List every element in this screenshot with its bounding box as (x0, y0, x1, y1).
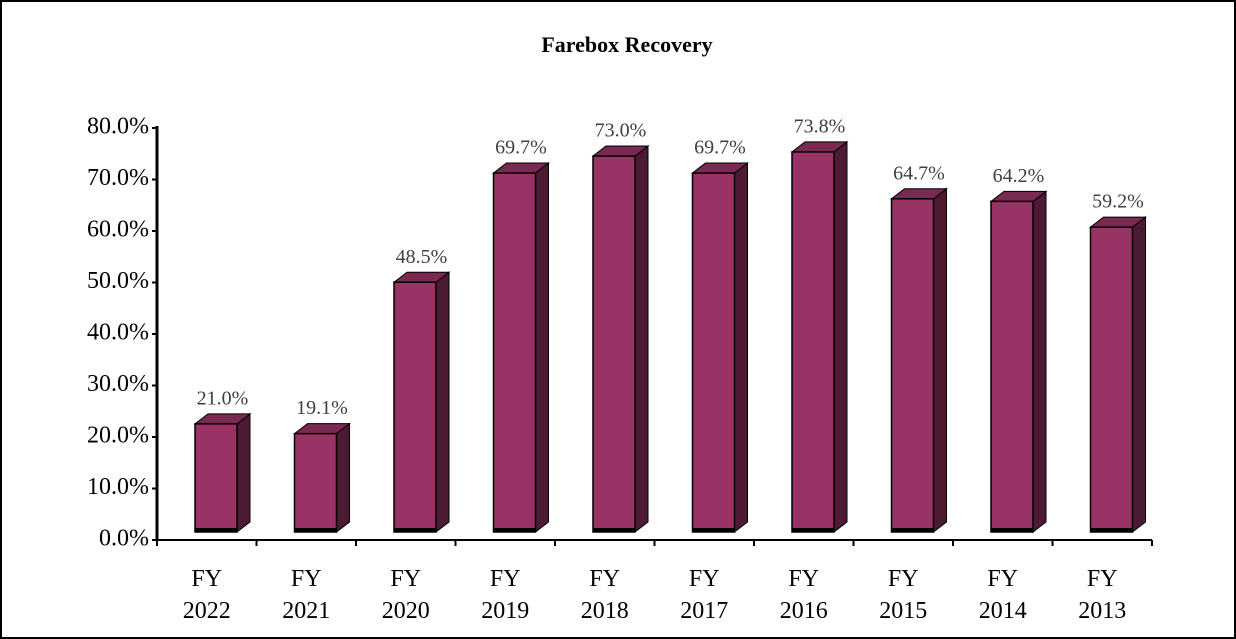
bar-side (1132, 216, 1146, 534)
bar-front (791, 151, 835, 533)
y-tick-label: 20.0% (87, 423, 149, 449)
y-tick-label: 60.0% (87, 217, 149, 243)
value-label: 69.7% (694, 137, 746, 159)
x-tick-label: FY 2019 (481, 566, 529, 624)
value-label: 64.7% (893, 162, 945, 184)
bar-front (393, 281, 437, 533)
bar-front (990, 200, 1034, 533)
value-label: 69.7% (495, 137, 547, 159)
x-tick-label: FY 2020 (382, 566, 430, 624)
bar-base (891, 528, 934, 532)
chart-title: Farebox Recovery (541, 32, 712, 57)
bar-side (336, 422, 350, 534)
bar-front (492, 172, 537, 533)
bar (691, 162, 749, 534)
bar-base (991, 528, 1033, 532)
bar-side (236, 412, 251, 534)
x-tick-label: FY 2018 (581, 566, 629, 624)
x-tick-label: FY 2014 (979, 566, 1027, 624)
value-label: 19.1% (296, 397, 348, 419)
y-tick-label: 40.0% (87, 320, 149, 346)
value-label: 59.2% (1092, 191, 1144, 213)
bar-base (394, 528, 436, 532)
y-tick-label: 30.0% (87, 371, 149, 397)
bar (492, 162, 550, 534)
bar-front (293, 432, 338, 533)
bar-base (1090, 528, 1133, 532)
bar-side (634, 145, 649, 534)
bar (193, 412, 252, 534)
bar-front (890, 198, 935, 533)
bar (989, 190, 1048, 534)
value-label: 48.5% (396, 246, 448, 268)
bar-base (593, 528, 635, 532)
value-label: 73.8% (794, 116, 846, 138)
y-tick-label: 10.0% (87, 474, 149, 500)
bar (392, 271, 451, 534)
bar-front (194, 423, 238, 533)
x-tick-label: FY 2022 (183, 566, 231, 624)
x-tick-label: FY 2017 (680, 566, 728, 624)
bar-base (195, 528, 237, 532)
bar-side (435, 271, 450, 534)
value-label: 21.0% (197, 387, 249, 409)
bar-side (1032, 190, 1047, 534)
x-tick-label: FY 2016 (780, 566, 828, 624)
bar-front (691, 172, 736, 533)
bar-side (734, 162, 748, 534)
y-tick-label: 80.0% (87, 114, 149, 140)
bar (293, 422, 351, 534)
bar (591, 145, 650, 534)
bar-side (535, 162, 549, 534)
value-label: 64.2% (993, 165, 1045, 187)
x-tick-label: FY 2015 (879, 566, 927, 624)
y-tick-label: 50.0% (87, 268, 149, 294)
x-tick-label: FY 2021 (282, 566, 330, 624)
bar-base (792, 528, 834, 532)
y-tick-label: 0.0% (99, 526, 149, 552)
y-tick-label: 70.0% (87, 165, 149, 191)
bar-base (692, 528, 735, 532)
value-label: 73.0% (595, 120, 647, 142)
bar-side (933, 187, 947, 534)
bar (790, 140, 849, 534)
bar-base (493, 528, 536, 532)
bar (1089, 216, 1147, 534)
bar-base (294, 528, 337, 532)
bar-front (1089, 226, 1134, 533)
bar-front (592, 155, 636, 533)
bar-side (833, 140, 848, 534)
x-tick-label: FY 2013 (1078, 566, 1126, 624)
bar (890, 187, 948, 534)
